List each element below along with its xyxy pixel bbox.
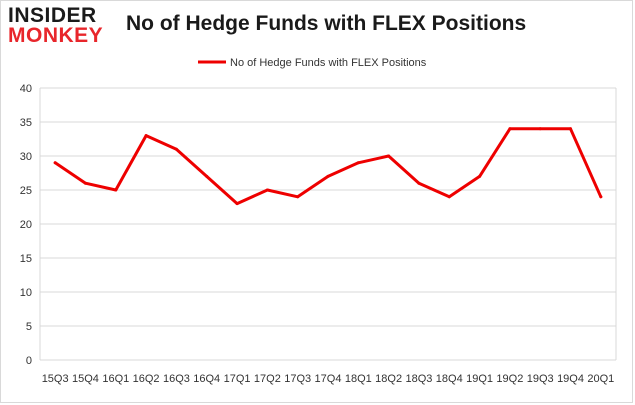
data-point — [326, 174, 330, 178]
legend-label: No of Hedge Funds with FLEX Positions — [230, 57, 427, 69]
insider-monkey-logo: INSIDER MONKEY — [8, 4, 116, 52]
y-tick-label: 15 — [20, 253, 32, 265]
x-tick-label: 17Q4 — [315, 373, 342, 385]
x-tick-label: 17Q1 — [224, 373, 251, 385]
legend: No of Hedge Funds with FLEX Positions — [198, 57, 427, 69]
data-point — [478, 174, 482, 178]
data-point — [265, 188, 269, 192]
x-tick-label: 19Q4 — [557, 373, 584, 385]
x-tick-label: 20Q1 — [587, 373, 614, 385]
logo-line-1: INSIDER — [8, 4, 97, 27]
x-tick-label: 19Q2 — [496, 373, 523, 385]
data-point — [538, 127, 542, 131]
y-tick-label: 20 — [20, 219, 32, 231]
chart-title: No of Hedge Funds with FLEX Positions — [126, 12, 527, 35]
y-axis-ticks: 0 5 10 15 20 25 30 35 40 — [20, 83, 32, 367]
x-tick-label: 19Q1 — [466, 373, 493, 385]
x-tick-label: 16Q2 — [133, 373, 160, 385]
x-tick-label: 15Q4 — [72, 373, 99, 385]
data-point — [53, 161, 57, 165]
data-point — [387, 154, 391, 158]
data-point — [174, 147, 178, 151]
data-point — [83, 181, 87, 185]
data-point — [417, 181, 421, 185]
x-tick-label: 18Q2 — [375, 373, 402, 385]
y-tick-label: 0 — [26, 355, 32, 367]
y-tick-label: 5 — [26, 321, 32, 333]
x-axis-ticks: 15Q3 15Q4 16Q1 16Q2 16Q3 16Q4 17Q1 17Q2 17Q3 17Q4… — [42, 373, 615, 385]
series-line — [53, 127, 603, 206]
data-point — [508, 127, 512, 131]
x-tick-label: 16Q1 — [102, 373, 129, 385]
x-tick-label: 19Q3 — [527, 373, 554, 385]
logo-line-2: MONKEY — [8, 24, 104, 47]
x-tick-label: 15Q3 — [42, 373, 69, 385]
data-point — [447, 195, 451, 199]
data-point — [144, 134, 148, 138]
y-tick-label: 40 — [20, 83, 32, 95]
y-tick-label: 10 — [20, 287, 32, 299]
x-tick-label: 16Q4 — [193, 373, 220, 385]
data-point — [296, 195, 300, 199]
y-tick-label: 35 — [20, 117, 32, 129]
x-tick-label: 18Q1 — [345, 373, 372, 385]
x-tick-label: 18Q3 — [405, 373, 432, 385]
x-tick-label: 16Q3 — [163, 373, 190, 385]
data-point — [205, 174, 209, 178]
data-point — [569, 127, 573, 131]
y-tick-label: 25 — [20, 185, 32, 197]
x-tick-label: 18Q4 — [436, 373, 463, 385]
x-tick-label: 17Q3 — [284, 373, 311, 385]
data-point — [599, 195, 603, 199]
data-point — [235, 202, 239, 206]
x-tick-label: 17Q2 — [254, 373, 281, 385]
data-point — [114, 188, 118, 192]
y-tick-label: 30 — [20, 151, 32, 163]
data-point — [356, 161, 360, 165]
series-layer — [53, 127, 603, 206]
